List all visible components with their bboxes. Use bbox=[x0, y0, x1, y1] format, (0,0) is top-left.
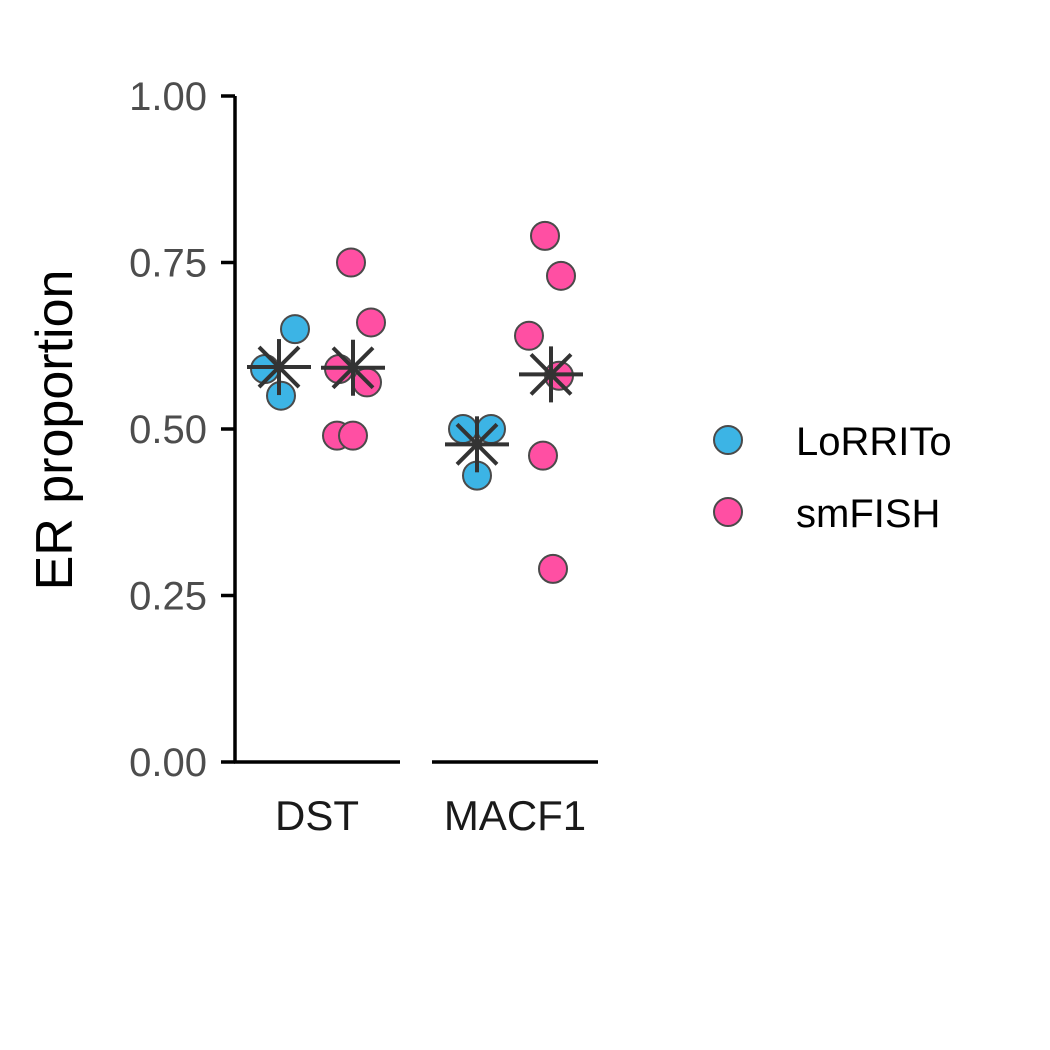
y-tick-label: 0.25 bbox=[129, 575, 207, 619]
y-tick-label: 0.50 bbox=[129, 408, 207, 452]
data-point bbox=[530, 220, 560, 251]
mean-marker bbox=[247, 339, 311, 396]
y-tick-label: 0.75 bbox=[129, 242, 207, 286]
legend-swatch bbox=[713, 425, 743, 455]
x-tick-label: DST bbox=[275, 792, 359, 839]
data-point bbox=[338, 420, 368, 451]
y-axis-title: ER proportion bbox=[26, 270, 84, 591]
mean-marker bbox=[445, 416, 509, 473]
data-point bbox=[514, 320, 544, 351]
summary-markers bbox=[247, 339, 583, 473]
data-point bbox=[336, 247, 366, 278]
legend: LoRRITo smFISH bbox=[713, 420, 952, 536]
data-point bbox=[280, 314, 310, 345]
legend-item: smFISH bbox=[713, 492, 940, 536]
y-tick-label: 1.00 bbox=[129, 75, 207, 119]
y-tick-label: 0.00 bbox=[129, 741, 207, 785]
axes: 0.00 0.25 0.50 0.75 1.00 DST MACF1 bbox=[129, 75, 598, 839]
data-points bbox=[250, 220, 576, 584]
legend-label: LoRRITo bbox=[796, 420, 952, 464]
mean-marker bbox=[519, 346, 583, 403]
data-point bbox=[356, 307, 386, 338]
mean-marker bbox=[321, 339, 385, 396]
legend-label: smFISH bbox=[796, 492, 940, 536]
data-point bbox=[538, 553, 568, 584]
legend-swatch bbox=[713, 497, 743, 527]
x-tick-label: MACF1 bbox=[444, 792, 586, 839]
legend-item: LoRRITo bbox=[713, 420, 952, 464]
data-point bbox=[546, 260, 576, 291]
data-point bbox=[528, 440, 558, 471]
